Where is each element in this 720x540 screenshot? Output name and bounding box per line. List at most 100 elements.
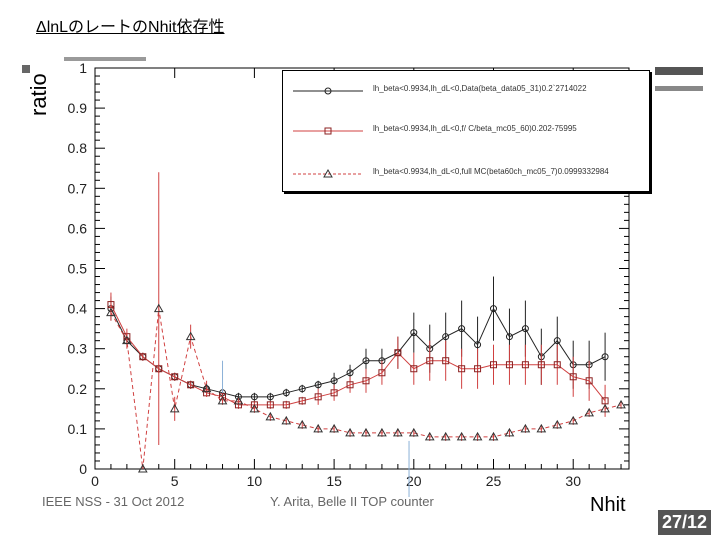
data-point (345, 427, 355, 437)
data-point (153, 303, 164, 313)
data-point (362, 357, 370, 365)
data-point (362, 377, 370, 385)
data-point (440, 431, 451, 441)
data-point (282, 401, 290, 409)
data-point (488, 431, 499, 441)
data-point (553, 337, 561, 345)
data-point (297, 419, 308, 429)
x-tick-label: 10 (247, 473, 263, 489)
data-point (408, 427, 419, 437)
data-point (313, 423, 324, 433)
data-point (490, 305, 498, 313)
data-point (458, 365, 466, 373)
data-point (442, 357, 450, 365)
y-tick-label: 1 (79, 60, 87, 76)
data-point (122, 335, 132, 345)
data-point (201, 383, 212, 393)
series-line (110, 307, 606, 398)
data-point (616, 399, 626, 409)
data-point (474, 341, 482, 349)
x-tick-label: 0 (91, 473, 99, 489)
footer-author: Y. Arita, Belle II TOP counter (270, 494, 434, 509)
page-number: 27/12 (658, 510, 712, 535)
right-decoration-top (655, 67, 703, 75)
y-tick-label: 0.4 (68, 301, 88, 317)
data-point (537, 361, 545, 369)
x-tick-label: 15 (326, 473, 342, 489)
data-point (330, 389, 338, 397)
data-point (250, 393, 258, 401)
y-tick-label: 0.9 (68, 100, 88, 116)
series-line (110, 304, 606, 406)
data-point (249, 403, 260, 413)
data-point (474, 365, 482, 373)
data-point (458, 325, 466, 333)
data-point (330, 377, 338, 385)
title-underline-bar (64, 57, 146, 61)
data-point (424, 431, 435, 441)
data-point (298, 397, 306, 405)
data-point (282, 389, 290, 397)
data-point (139, 353, 147, 361)
data-point (553, 361, 561, 369)
footer-conference: IEEE NSS - 31 Oct 2012 (42, 494, 185, 509)
y-tick-label: 0.1 (68, 421, 88, 437)
data-point (314, 381, 322, 389)
y-tick-label: 0.3 (68, 341, 88, 357)
data-point (600, 403, 610, 413)
legend-label: lh_beta<0.9934,lh_dL<0,full MC(beta60ch_… (373, 167, 609, 176)
data-point (585, 377, 593, 385)
data-point (329, 423, 339, 433)
data-point (552, 419, 563, 429)
x-tick-label: 25 (486, 473, 502, 489)
y-tick-label: 0.2 (68, 381, 88, 397)
data-point (584, 407, 595, 417)
data-point (169, 403, 180, 413)
chart-legend: lh_beta<0.9934,lh_dL<0,Data(beta_data05_… (282, 70, 650, 192)
data-point (266, 393, 274, 401)
data-point (472, 431, 483, 441)
legend-label: lh_beta<0.9934,lh_dL<0,Data(beta_data05_… (373, 84, 587, 93)
y-tick-label: 0 (79, 461, 87, 477)
data-point (504, 427, 515, 437)
data-point (410, 365, 418, 373)
data-point (490, 361, 498, 369)
y-tick-label: 0.8 (68, 140, 88, 156)
data-point (171, 373, 179, 381)
data-point (265, 411, 276, 421)
legend-entry: lh_beta<0.9934,lh_dL<0,full MC(beta60ch_… (283, 164, 649, 184)
data-point (505, 333, 513, 341)
data-point (377, 427, 387, 437)
data-point (185, 331, 196, 341)
y-tick-label: 0.6 (68, 220, 88, 236)
data-point (426, 357, 434, 365)
data-point (314, 393, 322, 401)
data-point (520, 423, 531, 433)
data-point (266, 401, 274, 409)
right-decoration-bottom (655, 86, 703, 91)
data-point (536, 423, 547, 433)
data-point (410, 329, 418, 337)
legend-entry: lh_beta<0.9934,lh_dL<0,f/ C/beta_mc05_60… (283, 121, 649, 141)
data-point (394, 349, 402, 357)
data-point (521, 361, 529, 369)
data-point (393, 427, 403, 437)
data-point (378, 369, 386, 377)
data-point (106, 307, 116, 317)
y-tick-label: 0.7 (68, 180, 88, 196)
left-decoration (22, 65, 30, 73)
data-point (456, 431, 467, 441)
slide-title: ΔlnLのレートのNhit依存性 (36, 19, 225, 36)
x-tick-label: 20 (406, 473, 422, 489)
data-point (281, 415, 292, 425)
data-point (601, 397, 609, 405)
data-point (233, 395, 244, 405)
x-axis-label: Nhit (590, 494, 626, 516)
x-tick-label: 5 (171, 473, 179, 489)
data-point (346, 369, 354, 377)
data-point (442, 333, 450, 341)
y-tick-label: 0.5 (68, 261, 88, 277)
legend-label: lh_beta<0.9934,lh_dL<0,f/ C/beta_mc05_60… (373, 124, 577, 133)
data-point (217, 395, 228, 405)
